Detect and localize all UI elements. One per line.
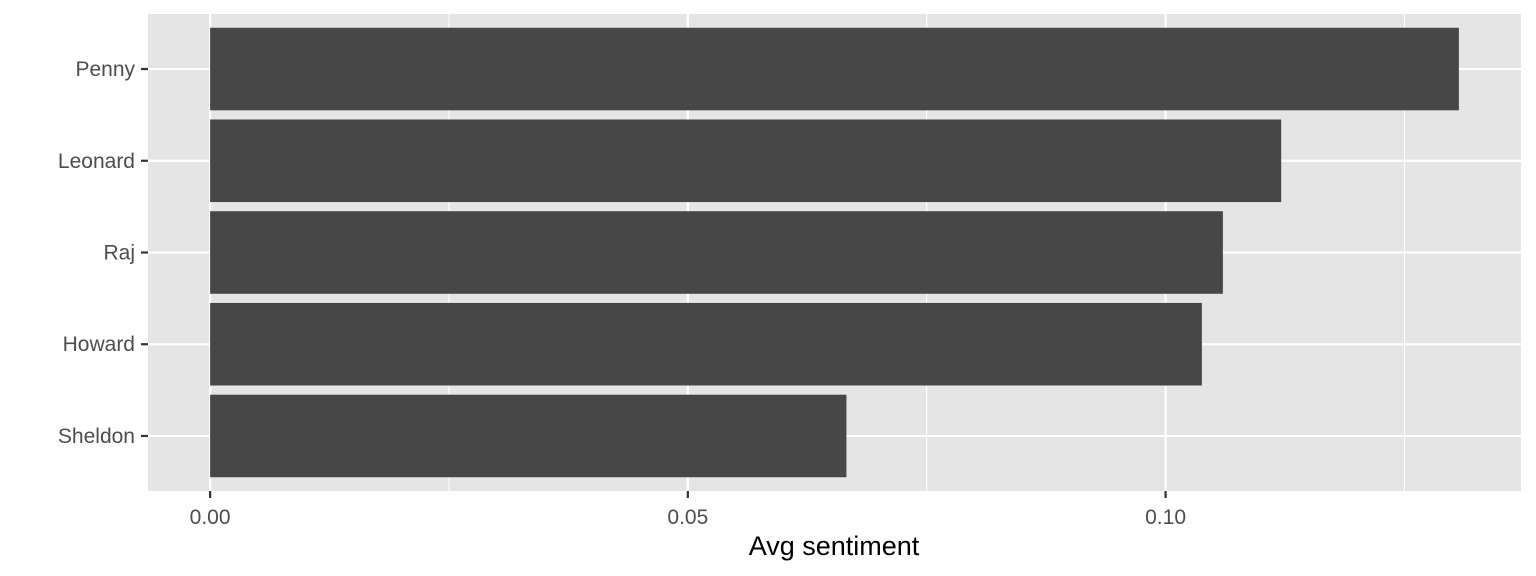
x-axis: 0.00 0.05 0.10 [190,491,1186,529]
y-axis: Penny Leonard Raj Howard Sheldon [58,58,148,448]
bars [210,27,1459,478]
y-tick-label: Penny [75,58,135,81]
y-tick-label: Raj [103,242,135,265]
y-tick-label: Leonard [58,150,135,173]
x-tick-label: 0.05 [667,506,708,529]
x-tick-label: 0.00 [190,506,231,529]
y-tick-label: Howard [63,333,135,356]
bar-leonard [210,119,1282,203]
x-tick-label: 0.10 [1145,506,1186,529]
bar-penny [210,27,1459,111]
bar-sheldon [210,394,847,478]
y-tick-label: Sheldon [58,425,135,448]
bar-raj [210,211,1223,294]
bar-howard [210,302,1202,386]
x-axis-title: Avg sentiment [749,531,920,561]
